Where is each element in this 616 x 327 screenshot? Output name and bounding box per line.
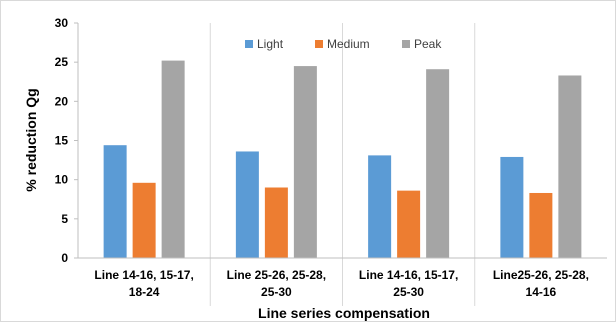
bar-peak-1 bbox=[161, 60, 185, 258]
x-axis-title: Line series compensation bbox=[258, 305, 430, 321]
x-category-label: 14-16 bbox=[526, 285, 557, 299]
y-tick-label: 5 bbox=[61, 212, 68, 226]
x-category-label: 18-24 bbox=[129, 285, 160, 299]
y-axis-title: % reduction Qg bbox=[23, 88, 39, 191]
legend: Light Medium Peak bbox=[245, 37, 442, 51]
legend-label-light: Light bbox=[257, 37, 284, 51]
bar-light-2 bbox=[235, 151, 259, 258]
legend-swatch-peak bbox=[402, 40, 410, 48]
y-tick-labels: 0 5 10 15 20 25 30 bbox=[55, 16, 69, 265]
bar-medium-1 bbox=[132, 182, 156, 258]
legend-label-medium: Medium bbox=[327, 37, 370, 51]
legend-swatch-light bbox=[245, 40, 253, 48]
x-category-label: Line25-26, 25-28, bbox=[493, 268, 589, 282]
bar-medium-3 bbox=[397, 190, 421, 258]
x-category-label: Line 25-26, 25-28, bbox=[227, 268, 326, 282]
x-category-label: Line 14-16, 15-17, bbox=[359, 268, 458, 282]
y-tick-label: 30 bbox=[55, 16, 69, 30]
bar-peak-3 bbox=[426, 69, 450, 258]
y-tick-label: 25 bbox=[55, 55, 69, 69]
x-category-label: 25-30 bbox=[393, 285, 424, 299]
y-tick-label: 10 bbox=[55, 173, 69, 187]
bar-light-1 bbox=[103, 145, 127, 258]
bar-medium-4 bbox=[529, 192, 553, 258]
bar-peak-4 bbox=[558, 75, 582, 258]
legend-label-peak: Peak bbox=[414, 37, 442, 51]
axes-group bbox=[74, 22, 607, 259]
bar-peak-2 bbox=[293, 66, 317, 258]
x-category-label: 25-30 bbox=[261, 285, 292, 299]
bars-group bbox=[103, 60, 582, 258]
category-dividers bbox=[209, 23, 476, 306]
legend-swatch-medium bbox=[315, 40, 323, 48]
y-tick-label: 0 bbox=[61, 251, 68, 265]
bar-medium-2 bbox=[264, 187, 288, 258]
bar-light-3 bbox=[368, 155, 392, 258]
y-tick-label: 20 bbox=[55, 94, 69, 108]
y-tick-label: 15 bbox=[55, 134, 69, 148]
x-category-label: Line 14-16, 15-17, bbox=[94, 268, 193, 282]
bar-light-4 bbox=[500, 156, 524, 258]
x-category-labels: Line 14-16, 15-17, 18-24 Line 25-26, 25-28… bbox=[94, 268, 588, 299]
